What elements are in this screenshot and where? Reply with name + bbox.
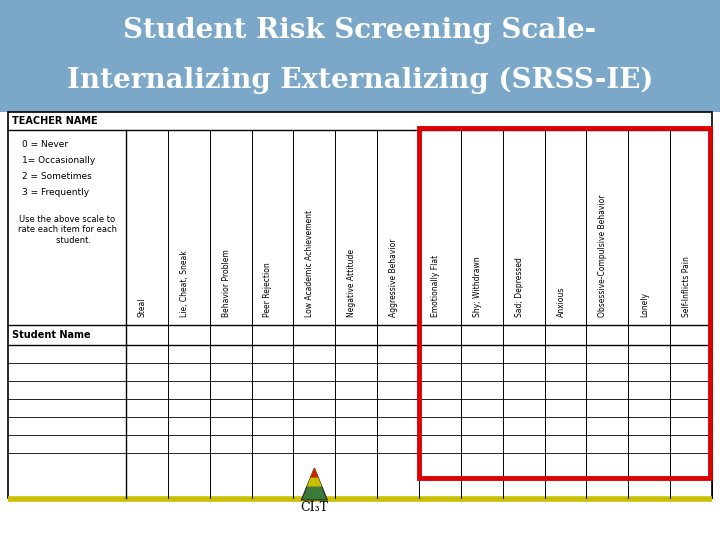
Text: Low Academic Achievement: Low Academic Achievement [305,210,315,317]
Bar [8,112,712,498]
Text: 3 = Frequently: 3 = Frequently [22,188,89,197]
Text: 1= Occasionally: 1= Occasionally [22,156,95,165]
Text: Lie, Cheat, Sneak: Lie, Cheat, Sneak [180,250,189,317]
Text: Lonely: Lonely [640,292,649,317]
Polygon shape [310,468,318,477]
Text: Student Name: Student Name [12,330,91,340]
Text: Emotionally Flat: Emotionally Flat [431,255,440,317]
Text: Internalizing Externalizing (SRSS-IE): Internalizing Externalizing (SRSS-IE) [67,67,653,94]
Text: TEACHER NAME: TEACHER NAME [12,116,98,126]
Text: 2 = Sometimes: 2 = Sometimes [22,172,91,181]
Polygon shape [302,468,328,500]
Text: Anxious: Anxious [557,287,565,317]
Text: Student Risk Screening Scale-: Student Risk Screening Scale- [123,17,597,44]
Text: CI₃T: CI₃T [300,501,328,514]
Bar [419,128,710,478]
Text: Shy; Withdrawn: Shy; Withdrawn [473,256,482,317]
Text: Negative Attitude: Negative Attitude [347,249,356,317]
Text: Peer Rejection: Peer Rejection [264,262,272,317]
Text: Obsessive-Compulsive Behavior: Obsessive-Compulsive Behavior [598,194,608,317]
Text: Sad; Depressed: Sad; Depressed [515,257,523,317]
Text: Aggressive Behavior: Aggressive Behavior [389,239,398,317]
Text: 0 = Never: 0 = Never [22,140,68,149]
Polygon shape [307,468,322,487]
Bar [0,0,720,112]
Text: Self-Inflicts Pain: Self-Inflicts Pain [682,256,691,317]
Text: Steal: Steal [138,298,147,317]
Text: Behavior Problem: Behavior Problem [222,249,230,317]
Text: Use the above scale to
rate each item for each
     student.: Use the above scale to rate each item fo… [17,215,117,245]
